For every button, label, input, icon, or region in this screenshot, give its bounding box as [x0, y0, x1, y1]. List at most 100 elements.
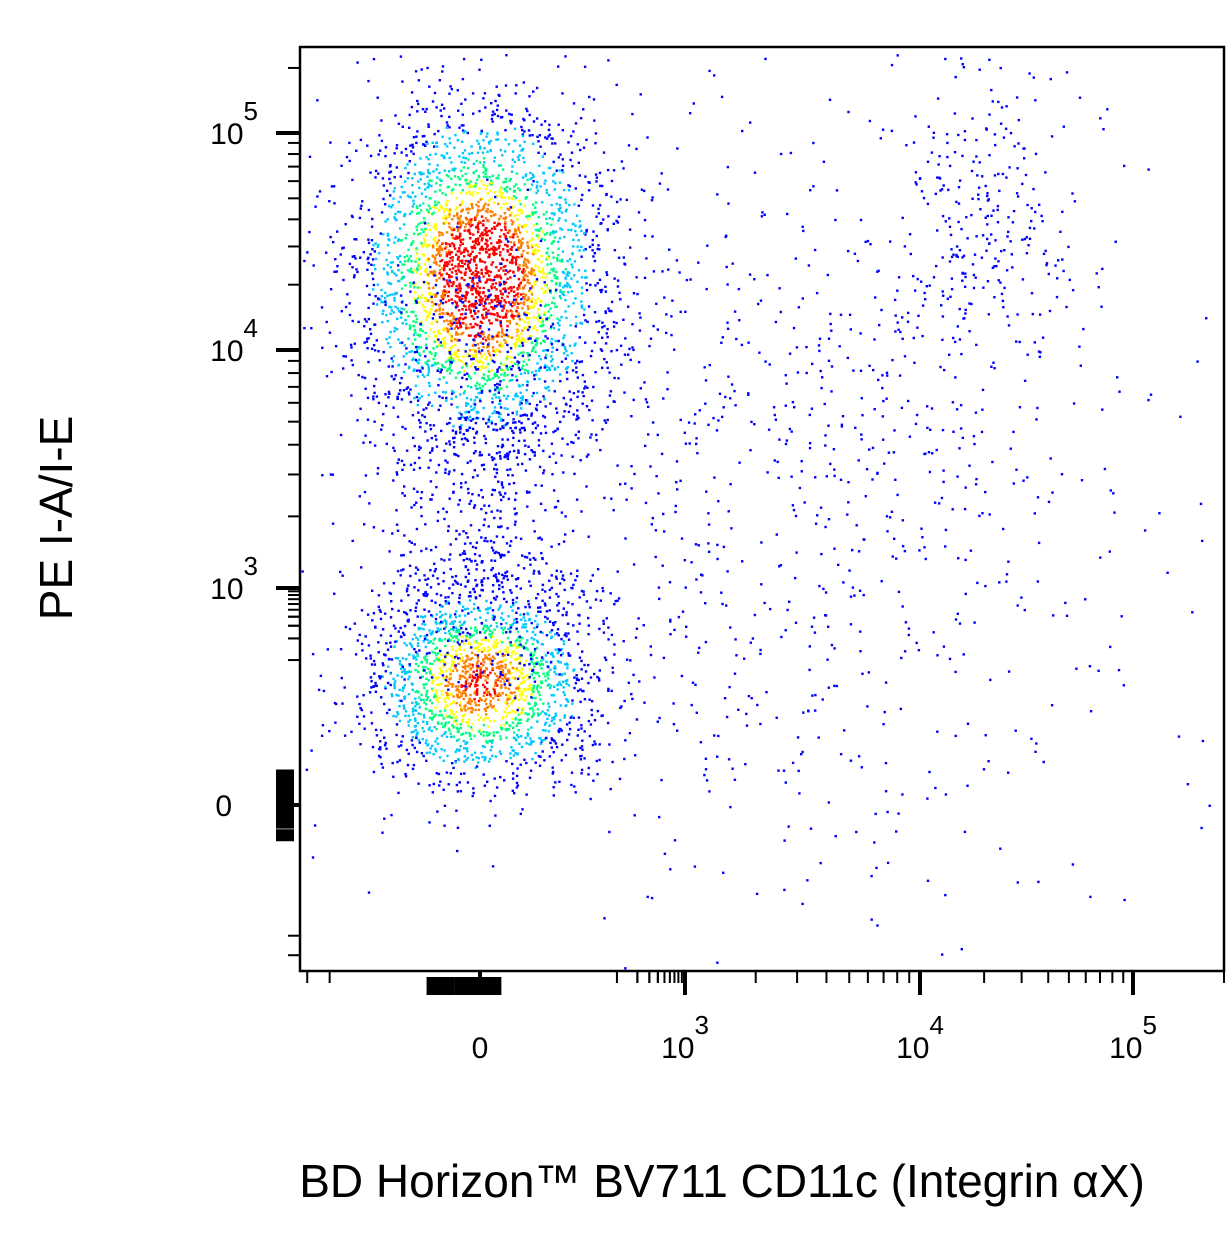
event-dot [475, 255, 478, 258]
event-dot [406, 259, 410, 263]
event-dot [496, 314, 500, 317]
event-dot [457, 729, 460, 733]
event-dot [523, 320, 526, 323]
event-dot [446, 199, 449, 203]
event-dot [380, 294, 383, 298]
event-dot [464, 565, 468, 569]
event-dot [471, 722, 474, 726]
event-dot [479, 352, 482, 355]
event-dot [402, 223, 406, 226]
event-dot [401, 287, 404, 290]
event-dot [517, 449, 520, 452]
event-dot [536, 720, 539, 723]
event-dot [490, 227, 494, 230]
event-dot [468, 276, 472, 280]
event-dot [552, 716, 556, 719]
event-dot [369, 657, 372, 660]
event-dot [461, 189, 464, 192]
event-dot [432, 237, 436, 240]
event-dot [461, 77, 465, 81]
event-dot [520, 301, 523, 305]
event-dot [448, 470, 451, 473]
event-dot [508, 187, 512, 191]
event-dot [405, 154, 408, 157]
event-dot [443, 264, 446, 267]
event-dot [462, 317, 465, 321]
event-dot [525, 317, 528, 320]
event-dot [551, 346, 554, 349]
event-dot [464, 225, 467, 229]
event-dot [533, 451, 536, 454]
event-dot [529, 743, 533, 746]
event-dot [562, 642, 566, 646]
event-dot [415, 602, 418, 605]
event-dot [441, 290, 445, 293]
event-dot [526, 251, 529, 255]
event-dot [410, 105, 414, 109]
event-dot [425, 759, 428, 762]
event-dot [484, 709, 487, 712]
event-dot [559, 373, 562, 376]
event-dot [434, 695, 437, 698]
event-dot [414, 291, 417, 294]
event-dot [525, 659, 528, 663]
event-dot [344, 305, 348, 309]
event-dot [509, 752, 512, 755]
event-dot [520, 242, 523, 245]
event-dot [460, 635, 464, 638]
event-dot [386, 648, 390, 651]
event-dot [550, 203, 553, 207]
event-dot [359, 743, 362, 746]
event-dot [372, 395, 375, 398]
event-dot [593, 259, 597, 263]
event-dot [369, 332, 373, 336]
event-dot [520, 253, 524, 256]
event-dot [407, 692, 411, 696]
event-dot [549, 631, 552, 634]
event-dot [446, 186, 449, 189]
event-dot [607, 687, 610, 691]
event-dot [409, 400, 413, 404]
event-dot [489, 354, 492, 357]
event-dot [526, 178, 529, 182]
event-dot [529, 188, 532, 191]
event-dot [466, 263, 470, 266]
event-dot [518, 660, 522, 663]
event-dot [397, 609, 400, 612]
event-dot [573, 686, 576, 690]
event-dot [458, 217, 461, 220]
event-dot [392, 406, 395, 409]
event-dot [426, 208, 429, 212]
event-dot [396, 210, 400, 213]
event-dot [487, 309, 490, 312]
event-dot [473, 185, 477, 188]
event-dot [491, 631, 494, 634]
event-dot [449, 256, 452, 260]
event-dot [578, 622, 581, 625]
event-dot [548, 620, 552, 623]
event-dot [595, 180, 598, 183]
event-dot [556, 317, 559, 320]
event-dot [493, 298, 496, 302]
event-dot [515, 322, 518, 326]
event-dot [496, 133, 499, 136]
event-dot [350, 730, 353, 733]
event-dot [440, 274, 443, 277]
event-dot [473, 246, 477, 250]
event-dot [584, 276, 587, 279]
event-dot [495, 108, 499, 112]
event-dot [503, 680, 506, 683]
event-dot [410, 645, 414, 649]
event-dot [656, 328, 659, 331]
event-dot [454, 750, 457, 754]
event-dot [457, 309, 461, 312]
event-dot [514, 345, 517, 349]
event-dot [488, 415, 491, 418]
event-dot [478, 398, 482, 401]
event-dot [462, 166, 465, 169]
event-dot [532, 684, 535, 688]
event-dot [565, 367, 568, 371]
event-dot [432, 246, 435, 249]
event-dot [476, 192, 479, 195]
event-dot [465, 654, 468, 658]
